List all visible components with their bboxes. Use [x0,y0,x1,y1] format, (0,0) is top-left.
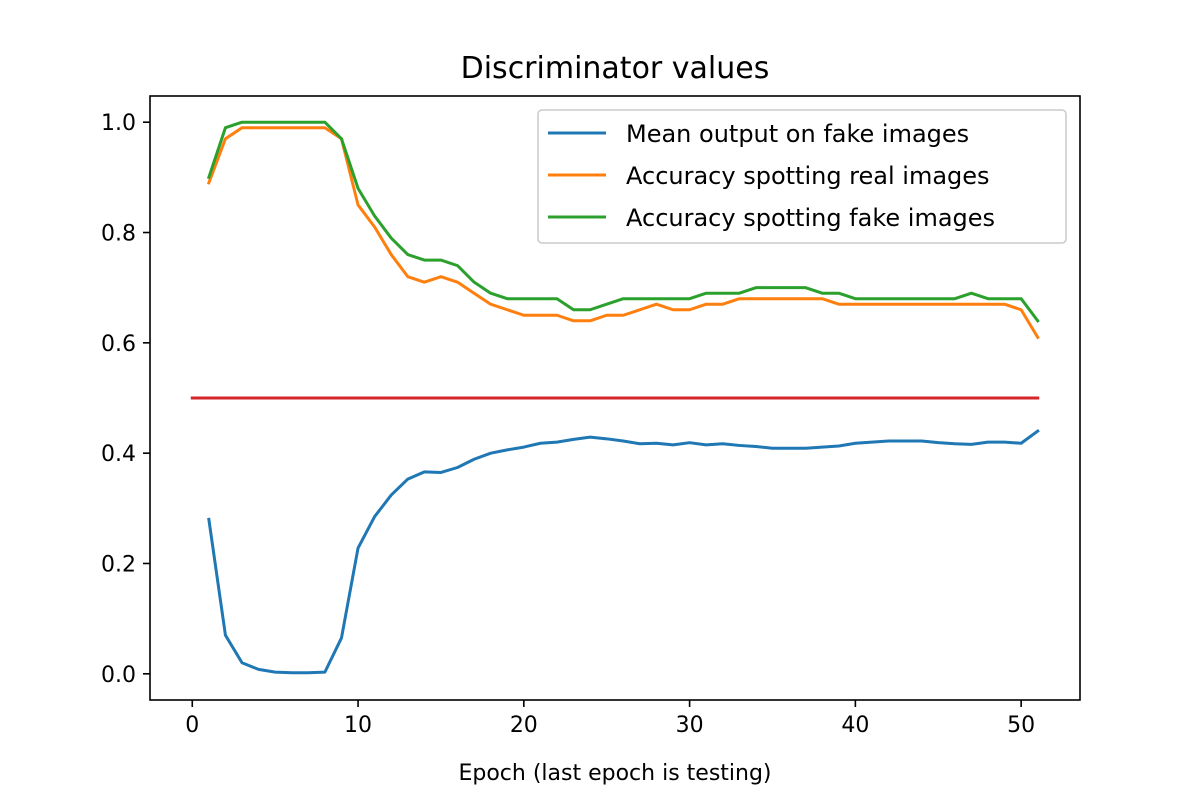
x-tick-label: 20 [510,713,538,738]
chart-title: Discriminator values [461,51,770,86]
x-tick-label: 10 [344,713,372,738]
x-tick-label: 30 [676,713,704,738]
x-axis: 0 10 20 30 40 50 [185,700,1035,738]
legend-label: Accuracy spotting fake images [626,204,995,232]
x-tick-label: 0 [185,713,199,738]
y-tick-label: 0.8 [101,222,136,247]
legend-box [537,109,1067,244]
y-axis: 0.0 0.2 0.4 0.6 0.8 1.0 [101,111,150,688]
x-tick-label: 50 [1007,713,1035,738]
y-tick-label: 0.6 [101,332,136,357]
y-tick-label: 1.0 [101,111,136,136]
y-tick-label: 0.2 [101,552,136,577]
legend-label: Accuracy spotting real images [626,162,990,190]
legend: Mean output on fake images Accuracy spott… [537,109,1067,244]
y-tick-label: 0.0 [101,663,136,688]
series-line-3 [206,120,1040,323]
y-tick-label: 0.4 [101,442,136,467]
series-layer [190,120,1040,675]
x-tick-label: 40 [841,713,869,738]
legend-label: Mean output on fake images [626,120,969,148]
series-line-2 [206,126,1040,340]
plot-area-frame [149,95,1081,701]
x-axis-label: Epoch (last epoch is testing) [458,761,771,786]
series-line-1 [207,429,1040,675]
